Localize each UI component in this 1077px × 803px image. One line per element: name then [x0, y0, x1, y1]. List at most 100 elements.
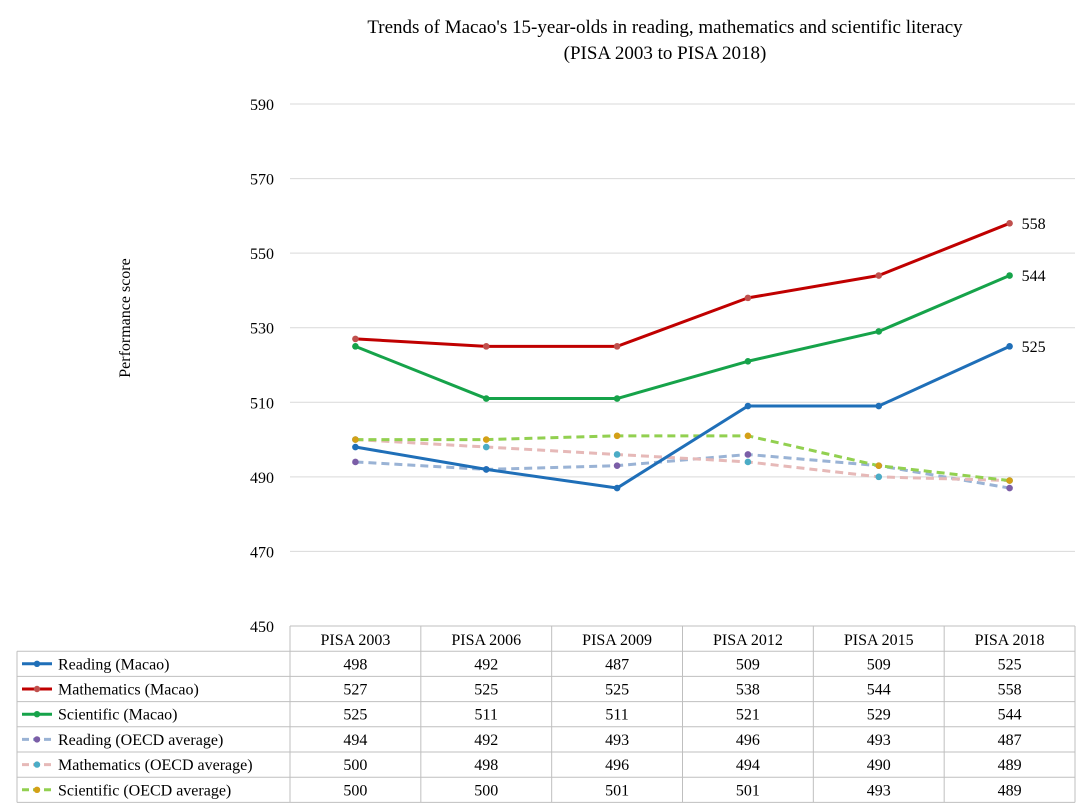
data-point [1006, 220, 1013, 227]
table-cell-value: 525 [998, 656, 1022, 673]
data-point [352, 436, 359, 443]
legend-key-marker [33, 685, 41, 693]
series-lines [352, 220, 1013, 492]
data-point [482, 343, 490, 350]
y-axis-ticks: 450 470 490 510 530 550 570 590 [250, 97, 274, 636]
category-label: PISA 2006 [451, 632, 521, 649]
y-tick-label: 510 [250, 395, 274, 412]
data-point [482, 443, 490, 451]
data-point [1006, 484, 1013, 492]
table-cell-value: 511 [605, 707, 628, 724]
legend-key-marker [33, 786, 41, 793]
table-cell-value: 544 [998, 707, 1022, 724]
table-cell-value: 527 [343, 682, 367, 699]
table-cell-value: 525 [605, 682, 629, 699]
series-line [355, 344, 1011, 490]
table-cell-value: 487 [605, 656, 629, 673]
table-cell-value: 529 [867, 707, 891, 724]
data-table: PISA 2003 PISA 2006 PISA 2009 PISA 2012 PISA… [16, 625, 1076, 803]
y-tick-label: 590 [250, 97, 274, 114]
category-label: PISA 2009 [582, 632, 652, 649]
table-cell-value: 493 [867, 782, 891, 799]
table-cell-value: 494 [736, 757, 760, 774]
table-cell-value: 494 [343, 732, 367, 749]
y-tick-label: 570 [250, 172, 274, 189]
data-point [875, 402, 883, 410]
table-cell-value: 500 [343, 782, 367, 799]
legend-key-marker [33, 711, 41, 718]
table-cell-value: 500 [474, 782, 498, 799]
table-cell-value: 489 [998, 782, 1022, 799]
data-point [613, 432, 621, 440]
data-point [744, 357, 752, 365]
y-tick-label: 530 [250, 321, 274, 338]
legend-key-marker [33, 660, 41, 667]
table-cell-value: 490 [867, 757, 891, 774]
gridlines [290, 103, 1075, 552]
table-cell-value: 493 [867, 732, 891, 749]
data-point [875, 473, 883, 481]
data-point [744, 432, 752, 440]
table-cell-value: 496 [605, 757, 629, 774]
category-label: PISA 2012 [713, 632, 783, 649]
y-tick-label: 450 [250, 619, 274, 636]
data-point [482, 436, 490, 443]
end-data-label: 544 [1022, 268, 1046, 285]
table-cell-value: 501 [605, 782, 629, 799]
data-point [875, 272, 883, 279]
legend-key-marker [33, 736, 41, 743]
table-cell-value: 492 [474, 656, 498, 673]
data-point [1006, 477, 1013, 484]
data-point [352, 335, 359, 343]
data-point [613, 395, 621, 402]
end-data-label: 558 [1022, 216, 1046, 233]
y-tick-label: 550 [250, 246, 274, 263]
category-label: PISA 2018 [975, 632, 1045, 649]
data-point [613, 484, 621, 492]
y-tick-label: 470 [250, 544, 274, 561]
y-axis-label: Performance score [117, 258, 134, 378]
table-cell-value: 489 [998, 757, 1022, 774]
legend-key-marker [33, 761, 41, 768]
legend-label: Mathematics (Macao) [58, 682, 199, 699]
legend-label: Reading (OECD average) [58, 732, 223, 749]
legend-label: Scientific (Macao) [58, 707, 178, 724]
data-point [875, 462, 883, 469]
table-cell-value: 487 [998, 732, 1022, 749]
end-data-label: 525 [1022, 339, 1046, 356]
legend-label: Scientific (OECD average) [58, 782, 231, 799]
series-line [355, 438, 1010, 483]
table-cell-value: 509 [736, 656, 760, 673]
data-point [875, 328, 883, 335]
table-cell-value: 500 [343, 757, 367, 774]
table-cell-value: 493 [605, 732, 629, 749]
table-cell-value: 558 [998, 682, 1022, 699]
table-cell-value: 492 [474, 732, 498, 749]
data-point [352, 343, 359, 350]
data-point [352, 458, 359, 466]
category-label: PISA 2015 [844, 632, 914, 649]
series-line [355, 434, 1010, 483]
legend-label: Mathematics (OECD average) [58, 757, 253, 774]
table-cell-value: 498 [474, 757, 498, 774]
chart-title: Trends of Macao's 15-year-olds in readin… [367, 17, 963, 38]
table-cell-value: 521 [736, 707, 760, 724]
category-label: PISA 2003 [321, 632, 391, 649]
table-cell-value: 509 [867, 656, 891, 673]
data-point [482, 395, 490, 402]
table-cell-value: 525 [343, 707, 367, 724]
y-tick-label: 490 [250, 470, 274, 487]
data-point [744, 402, 752, 410]
legend-label: Reading (Macao) [58, 656, 170, 673]
end-labels: 525 558 544 [1022, 216, 1046, 356]
series-line [354, 274, 1011, 401]
table-cell-value: 538 [736, 682, 760, 699]
data-point [744, 451, 752, 458]
data-point [744, 294, 752, 302]
data-point [613, 462, 621, 469]
data-point [352, 443, 359, 451]
table-cell-value: 525 [474, 682, 498, 699]
table-cell-value: 496 [736, 732, 760, 749]
table-cell-value: 498 [343, 656, 367, 673]
